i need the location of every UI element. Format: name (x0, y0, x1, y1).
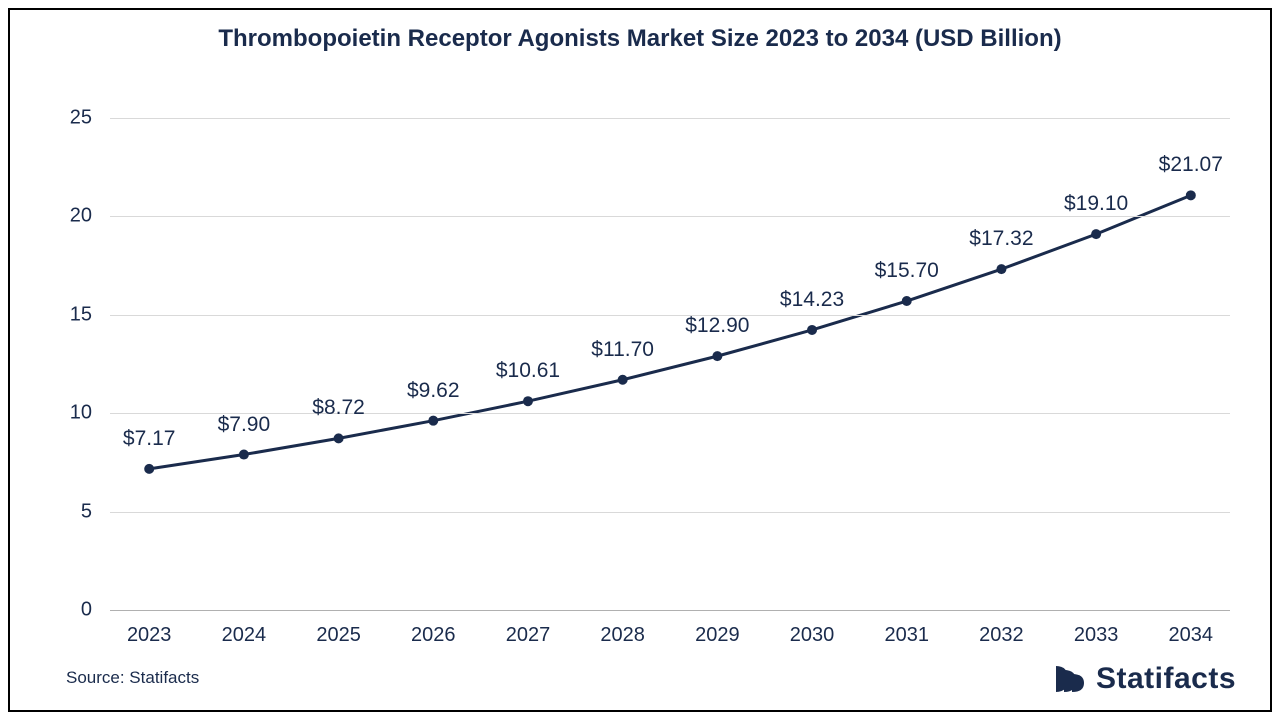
x-tick-label: 2024 (222, 624, 267, 647)
x-tick-label: 2023 (127, 624, 172, 647)
data-label: $12.90 (685, 314, 749, 338)
x-tick-label: 2029 (695, 624, 740, 647)
data-label: $15.70 (875, 259, 939, 283)
chart-title: Thrombopoietin Receptor Agonists Market … (10, 24, 1270, 54)
data-label: $19.10 (1064, 192, 1128, 216)
y-gridline (110, 512, 1230, 513)
x-tick-label: 2026 (411, 624, 456, 647)
x-tick-label: 2033 (1074, 624, 1119, 647)
data-label: $8.72 (312, 396, 365, 420)
data-label: $11.70 (591, 338, 654, 362)
plot-area: 0510152025202320242025202620272028202920… (110, 118, 1230, 610)
y-tick-label: 10 (70, 402, 92, 425)
data-label: $14.23 (780, 288, 844, 312)
data-label: $9.62 (407, 379, 460, 403)
data-marker (807, 325, 817, 335)
y-gridline (110, 216, 1230, 217)
x-tick-label: 2032 (979, 624, 1024, 647)
y-gridline (110, 118, 1230, 119)
x-axis-line (110, 610, 1230, 611)
x-tick-label: 2027 (506, 624, 551, 647)
y-tick-label: 15 (70, 303, 92, 326)
y-tick-label: 0 (81, 599, 92, 622)
x-tick-label: 2025 (316, 624, 361, 647)
y-gridline (110, 315, 1230, 316)
y-tick-label: 5 (81, 500, 92, 523)
chart-frame: Thrombopoietin Receptor Agonists Market … (8, 8, 1272, 712)
x-tick-label: 2028 (600, 624, 645, 647)
x-tick-label: 2030 (790, 624, 835, 647)
line-chart-svg (110, 118, 1230, 610)
data-marker (902, 296, 912, 306)
brand-logo: Statifacts (1054, 662, 1236, 696)
data-marker (144, 464, 154, 474)
x-tick-label: 2031 (884, 624, 929, 647)
data-label: $21.07 (1159, 153, 1223, 177)
data-marker (1186, 190, 1196, 200)
data-marker (334, 433, 344, 443)
brand-text: Statifacts (1096, 662, 1236, 696)
x-tick-label: 2034 (1169, 624, 1214, 647)
data-marker (523, 396, 533, 406)
data-marker (996, 264, 1006, 274)
y-tick-label: 25 (70, 107, 92, 130)
y-tick-label: 20 (70, 205, 92, 228)
data-marker (618, 375, 628, 385)
source-label: Source: Statifacts (66, 668, 199, 688)
data-marker (428, 416, 438, 426)
y-gridline (110, 413, 1230, 414)
series-line (149, 195, 1191, 469)
data-label: $7.17 (123, 427, 176, 451)
data-label: $17.32 (969, 227, 1033, 251)
data-label: $10.61 (496, 359, 560, 383)
statifacts-icon (1054, 662, 1088, 696)
data-marker (239, 450, 249, 460)
data-marker (712, 351, 722, 361)
data-marker (1091, 229, 1101, 239)
data-label: $7.90 (218, 413, 271, 437)
